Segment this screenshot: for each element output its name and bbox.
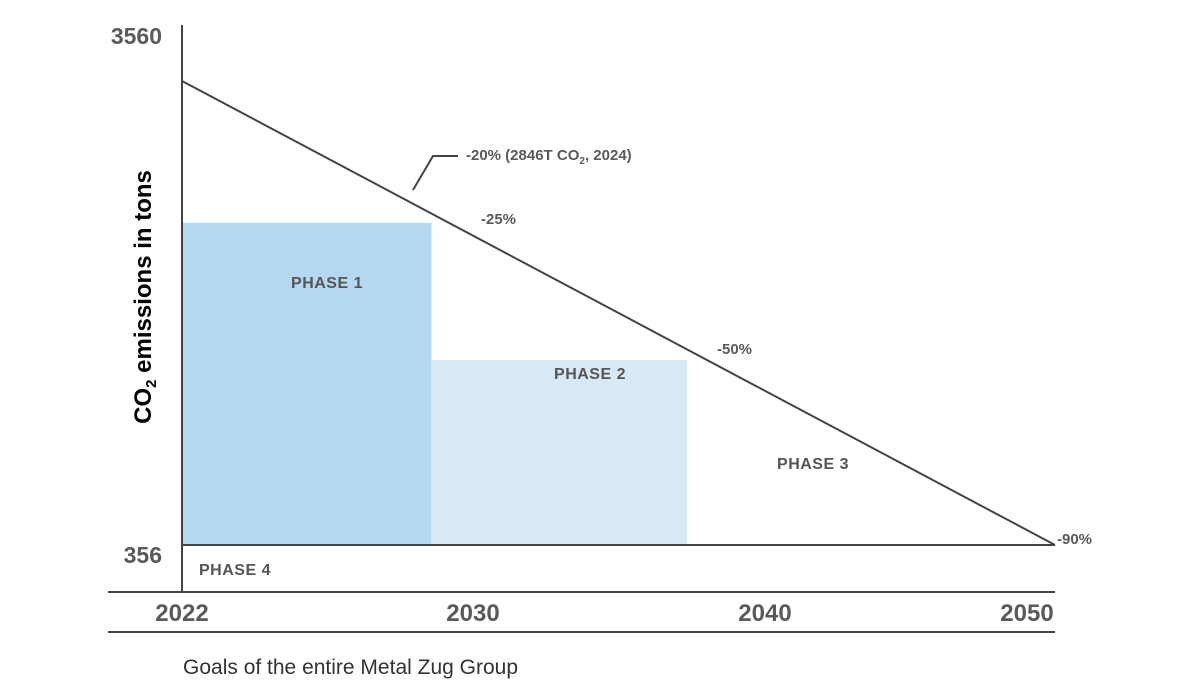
reduction-path-line (181, 80, 1056, 546)
chart-caption: Goals of the entire Metal Zug Group (183, 656, 518, 679)
annotation-2024-label: -20% (2846T CO2, 2024) (466, 147, 632, 167)
annotation-minus90-label: -90% (1057, 531, 1092, 548)
phase-1-label: PHASE 1 (291, 275, 363, 292)
annotation-minus25-label: -25% (481, 211, 516, 228)
phase-1-bar (182, 222, 432, 545)
y-tick-label-min: 356 (124, 542, 162, 568)
x-tick-label-2050: 2050 (1000, 600, 1053, 627)
y-tick-label-max: 3560 (111, 23, 162, 49)
x-tick-label-2022: 2022 (155, 600, 208, 627)
annotation-minus50-label: -50% (717, 341, 752, 358)
phase-2-bar (431, 359, 688, 545)
phase-4-label: PHASE 4 (199, 562, 271, 579)
y-axis-title: CO2 emissions in tons (130, 170, 160, 424)
x-tick-label-2040: 2040 (738, 600, 791, 627)
phase-2-label: PHASE 2 (554, 366, 626, 383)
annotation-leader-line (412, 155, 458, 191)
phase-3-label: PHASE 3 (777, 456, 849, 473)
x-tick-label-2030: 2030 (446, 600, 499, 627)
